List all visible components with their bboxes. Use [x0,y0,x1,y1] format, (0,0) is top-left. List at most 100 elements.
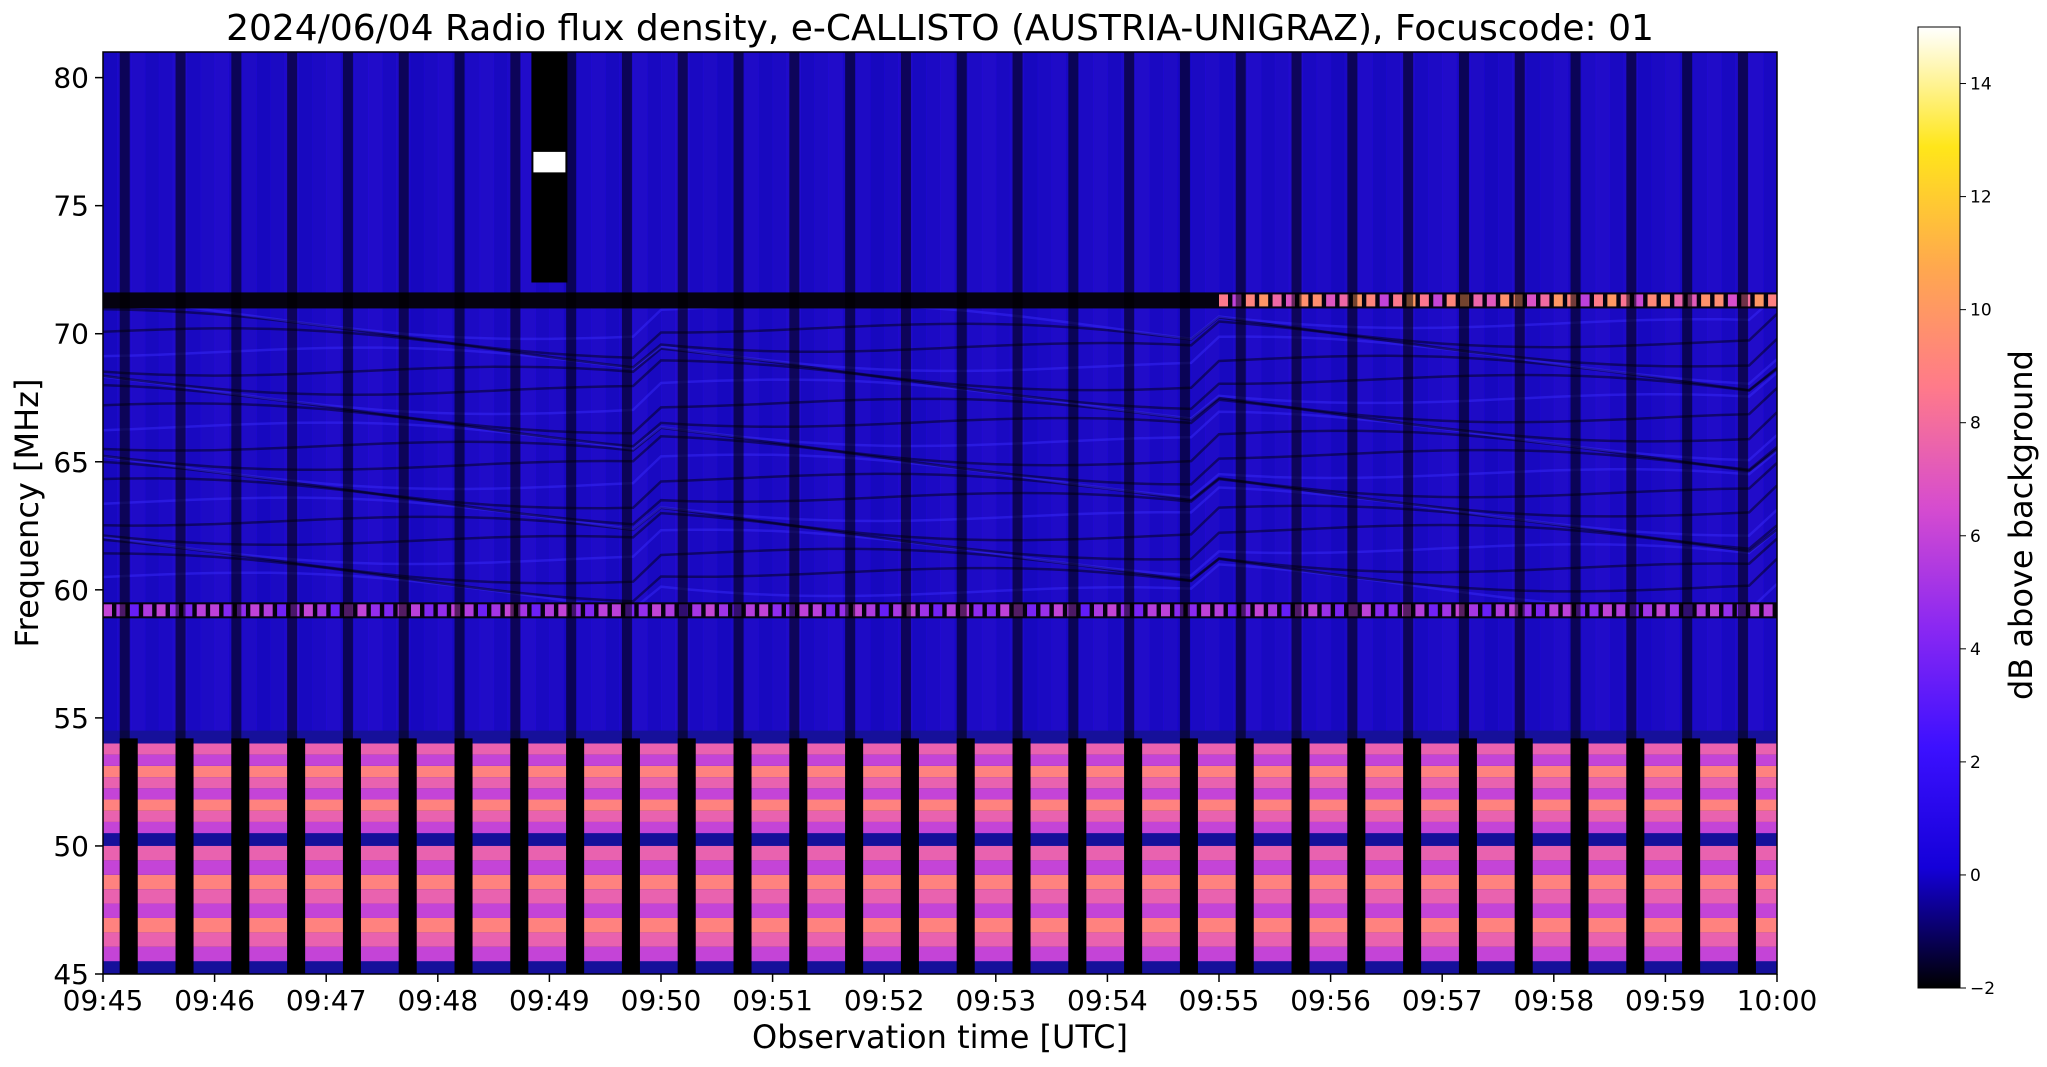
interference-pulse [1053,604,1063,617]
data-gap-column [1737,738,1756,974]
spectrogram-cell [409,52,425,731]
scintillation-trace [103,435,1777,486]
spectrogram-cell [1023,52,1039,731]
interference-pulse [370,604,380,617]
scintillation-trace [103,528,1777,577]
interference-pulse [1714,294,1724,307]
spectrogram-cell [758,52,774,731]
spectrogram-cell [1079,52,1094,731]
spectrogram-cell [200,52,216,731]
chart-title: 2024/06/04 Radio flux density, e-CALLIST… [226,8,1654,49]
interference-pulse [1580,294,1590,307]
interference-pulse [1094,604,1104,617]
spectrogram-cell [1707,52,1722,731]
scintillation-trace [103,398,1777,448]
interference-pulse [544,604,554,617]
spectrogram-cell [270,52,285,731]
spectrogram-cell [605,52,620,731]
spectrogram-cell [1609,52,1625,731]
spectrogram-cell [647,52,662,731]
interference-pulse [1723,604,1733,617]
spectrogram-cell [242,52,257,731]
interference-pulse [196,604,206,617]
interference-pulse [1160,604,1170,617]
spectrogram-cell [1149,52,1164,731]
colorbar-tick-label: 6 [1970,527,1981,547]
spectrogram-cell [856,52,871,731]
data-gap-column [342,52,353,974]
emission-band [103,754,1777,766]
interference-pulse [1442,604,1452,617]
interference-pulse [638,604,648,617]
interference-pulse [1352,294,1362,307]
interference-pulse [1468,604,1478,617]
colorbar-label: dB above background [2002,350,2040,700]
plot-area [103,52,1777,974]
interference-pulse [1299,294,1309,307]
interference-pulse [1710,604,1720,617]
x-tick-label: 09:53 [955,984,1036,1017]
scintillation-trace [103,477,1777,526]
data-gap-column [1737,52,1748,974]
data-gap-column [956,738,975,974]
interference-pulse [611,604,621,617]
interference-pulse [1254,604,1264,617]
x-tick-label: 09:52 [844,984,925,1017]
interference-pulse [946,604,956,617]
scintillation-trace [103,537,1777,585]
data-gap-column [1514,52,1525,974]
interference-pulse [411,604,421,617]
spectrogram-cell [493,52,509,731]
interference-pulse [1107,604,1117,617]
emission-band [103,777,1777,789]
spectrogram-cell [1107,52,1122,731]
scintillation-trace [103,307,1777,359]
data-gap-column [789,738,808,974]
interference-pulse [1361,604,1371,617]
spectrogram-cell [1135,52,1150,731]
interference-pulse [1268,604,1278,617]
interference-pulse [1446,294,1456,307]
interference-pulse [799,604,809,617]
interference-pulse [1321,604,1331,617]
spectrogram-cell [1498,52,1513,731]
spectrogram-cell [1651,52,1666,731]
interference-pulse [103,604,112,617]
interference-pulse [1701,294,1711,307]
interference-pulse [156,604,166,617]
y-tick-label: 65 [53,446,89,479]
spectrogram-cell [1302,52,1318,731]
interference-pulse [1379,294,1389,307]
spectrogram-cell [1037,52,1053,731]
interference-pulse [1500,294,1510,307]
interference-pulse [665,604,675,617]
spectrogram-cell [1749,52,1764,731]
colorbar-tick-label: 14 [1970,75,1992,95]
spectrogram-cell [688,52,704,731]
interference-pulse [1768,294,1777,307]
interference-pulse [1527,294,1537,307]
spectrogram-cell [130,52,146,731]
data-gap-column [1068,738,1087,974]
interference-pulse [1415,604,1425,617]
data-gap-column [1179,52,1190,974]
interference-pulse [1696,604,1706,617]
interference-pulse [692,604,702,617]
spectrogram-cell [967,52,983,731]
data-gap-column [1626,52,1637,974]
interference-pulse [1241,604,1251,617]
emission-band [103,810,1777,822]
data-gap-column [789,52,800,974]
spectrogram-cell [354,52,369,731]
interference-pulse [1272,294,1282,307]
x-tick-label: 09:56 [1290,984,1371,1017]
data-gap-column [231,738,250,974]
data-gap-column [1068,52,1079,974]
data-gap-column [1682,52,1693,974]
spectrogram-cell [1442,52,1457,731]
interference-pulse [893,604,903,617]
interference-pulse [143,604,153,617]
interference-pulse [879,604,889,617]
interference-pulse [1027,604,1037,617]
